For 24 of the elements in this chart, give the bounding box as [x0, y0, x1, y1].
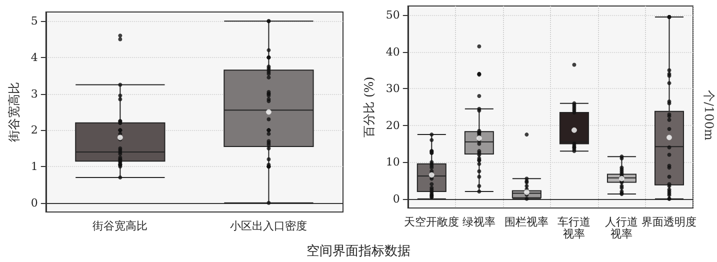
- y-tick-label: 3: [30, 87, 38, 100]
- y-axis-title: 百分比 (%): [362, 76, 376, 138]
- y-tick-label: 4: [30, 50, 38, 64]
- x-tick-label: 街谷宽高比: [92, 220, 148, 232]
- x-tick-label: 小区出入口密度: [230, 220, 308, 232]
- y-tick-label: 5: [30, 14, 38, 28]
- y-tick-label: 0: [30, 196, 38, 210]
- y-tick-label: 50: [386, 8, 400, 22]
- y-tick-label: 2: [30, 124, 38, 137]
- text: 个/100m: [702, 90, 716, 141]
- y-tick-label: 20: [386, 118, 400, 132]
- y-tick-label: 1: [30, 160, 38, 174]
- y-axis-title: 街谷宽高比: [7, 82, 21, 142]
- x-tick-label: 围栏视率: [504, 216, 549, 228]
- x-tick-label: 车行道视率: [558, 216, 591, 240]
- y-tick-label: 30: [386, 82, 400, 96]
- x-tick-label: 绿视率: [462, 216, 496, 228]
- text: 空间界面指标数据: [306, 243, 412, 260]
- y-tick-label: 0: [392, 192, 400, 206]
- x-tick-label: 天空开敞度: [404, 216, 460, 228]
- y-tick-label: 40: [386, 45, 400, 58]
- x-tick-label: 界面透明度: [642, 216, 697, 228]
- x-tick-label: 人行道视率: [605, 216, 638, 240]
- y-tick-label: 10: [386, 156, 400, 169]
